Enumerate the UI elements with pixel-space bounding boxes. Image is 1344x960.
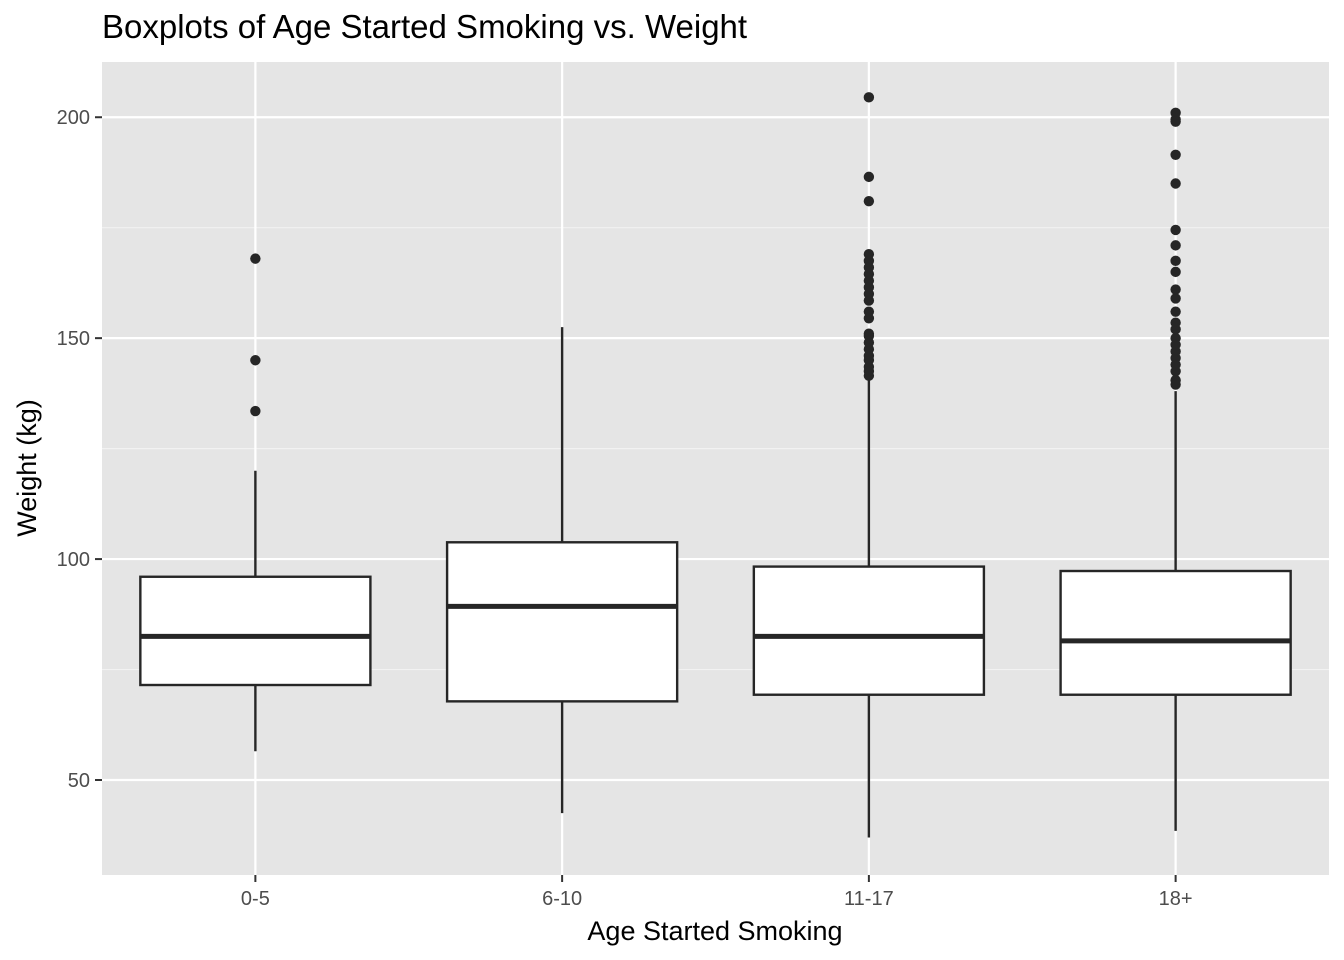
box	[1059, 569, 1292, 696]
outlier-point	[1170, 224, 1181, 236]
x-tick-label: 18+	[1159, 888, 1193, 910]
outlier-point	[1170, 293, 1181, 304]
x-tick-label: 6-10	[542, 888, 582, 910]
outlier-point	[863, 171, 875, 183]
outlier-point	[250, 253, 261, 264]
outlier-point	[1170, 266, 1181, 278]
outlier-point	[863, 249, 875, 260]
box	[752, 565, 986, 696]
y-tick-label: 50	[68, 770, 90, 792]
y-tick-label: 100	[57, 549, 90, 571]
outlier-point	[1170, 306, 1181, 317]
box	[139, 575, 372, 687]
outlier-point	[1170, 149, 1181, 160]
box	[445, 541, 679, 703]
y-tick-label: 150	[57, 328, 90, 350]
box-group	[752, 92, 986, 838]
y-axis-title: Weight (kg)	[12, 399, 42, 537]
outlier-point	[863, 328, 875, 339]
boxes-layer	[139, 92, 1292, 838]
outlier-point	[863, 195, 875, 207]
outlier-point	[863, 92, 875, 103]
axes-layer: 50 100 150 200 0-5 6-10 11-17 18+	[57, 107, 1193, 910]
outlier-point	[1170, 255, 1181, 267]
x-tick-label: 0-5	[241, 888, 270, 910]
outlier-point	[1170, 178, 1181, 189]
y-tick-label: 200	[57, 107, 90, 129]
outlier-point	[1170, 332, 1181, 344]
outlier-point	[1170, 317, 1181, 328]
outlier-point	[1170, 284, 1181, 295]
outlier-point	[1170, 374, 1181, 386]
box-group	[1059, 107, 1292, 831]
outlier-point	[1170, 240, 1181, 251]
chart-title: Boxplots of Age Started Smoking vs. Weig…	[102, 8, 748, 45]
plot-panel	[102, 62, 1329, 875]
outlier-point	[250, 405, 261, 417]
box-group	[139, 253, 372, 752]
x-tick-label: 11-17	[844, 888, 894, 910]
x-axis-title: Age Started Smoking	[587, 916, 842, 946]
box-group	[445, 327, 679, 814]
outlier-point	[1170, 107, 1181, 119]
outlier-point	[250, 355, 261, 366]
outlier-point	[863, 306, 875, 317]
